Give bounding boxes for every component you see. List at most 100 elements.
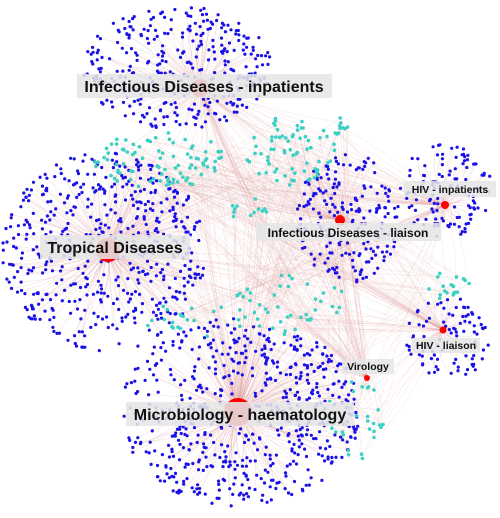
staff-node <box>166 262 170 266</box>
staff-node <box>120 319 124 323</box>
patient-node <box>145 138 150 143</box>
staff-node <box>134 51 138 55</box>
staff-node <box>162 122 166 127</box>
edge <box>193 204 446 321</box>
staff-node <box>207 48 211 52</box>
staff-node <box>126 226 130 231</box>
staff-node <box>97 349 101 353</box>
edge <box>147 140 368 379</box>
staff-node <box>110 158 114 162</box>
staff-node <box>475 332 479 336</box>
patient-node <box>300 119 304 124</box>
staff-node <box>187 107 191 111</box>
staff-node <box>151 373 156 377</box>
staff-node <box>98 226 102 230</box>
staff-node <box>465 158 470 162</box>
staff-node <box>237 33 241 37</box>
staff-node <box>452 326 456 330</box>
staff-node <box>268 485 272 489</box>
edge <box>171 204 446 327</box>
staff-node <box>197 44 201 48</box>
patient-node <box>286 284 291 289</box>
staff-node <box>25 308 29 312</box>
edge <box>177 181 446 206</box>
patient-node <box>288 183 292 187</box>
staff-node <box>167 187 171 191</box>
staff-node <box>283 487 287 491</box>
staff-node <box>192 115 196 119</box>
patient-node <box>171 181 175 185</box>
staff-node <box>315 382 319 386</box>
staff-node <box>157 71 161 75</box>
staff-node <box>213 57 217 61</box>
staff-node <box>78 298 82 302</box>
staff-node <box>471 312 475 316</box>
staff-node <box>454 330 458 334</box>
patient-node <box>109 142 114 146</box>
staff-node <box>372 271 376 275</box>
staff-node <box>142 27 146 31</box>
staff-node <box>332 182 336 186</box>
staff-node <box>380 250 384 254</box>
patient-node <box>136 184 141 189</box>
staff-node <box>128 297 132 301</box>
edge <box>160 157 368 379</box>
staff-node <box>176 48 180 52</box>
edge <box>210 141 341 221</box>
staff-node <box>345 241 350 245</box>
edge <box>199 87 251 216</box>
edge <box>130 179 444 331</box>
staff-node <box>79 317 83 321</box>
staff-node <box>206 343 210 347</box>
staff-node <box>290 449 294 453</box>
edge <box>294 173 446 206</box>
staff-node <box>451 313 455 317</box>
edge <box>339 219 380 426</box>
staff-node <box>31 292 36 296</box>
staff-node <box>172 195 177 199</box>
staff-node <box>33 317 37 321</box>
staff-node <box>321 352 325 356</box>
staff-node <box>125 51 129 55</box>
staff-node <box>376 266 380 270</box>
staff-node <box>468 320 472 324</box>
patient-node <box>181 175 185 179</box>
staff-node <box>481 348 485 352</box>
edge <box>196 158 368 379</box>
staff-node <box>309 252 313 256</box>
edge <box>444 204 471 215</box>
staff-node <box>405 196 409 200</box>
edge <box>274 171 368 379</box>
staff-node <box>179 383 183 387</box>
staff-node <box>347 252 352 256</box>
label-bg-hiv-liaison <box>412 338 480 353</box>
staff-node <box>247 438 251 442</box>
staff-node <box>27 223 32 227</box>
staff-node <box>145 112 149 116</box>
patient-node <box>451 284 456 289</box>
staff-node <box>22 223 26 227</box>
staff-node <box>488 174 492 178</box>
staff-node <box>233 327 237 331</box>
staff-node <box>16 270 20 274</box>
staff-node <box>184 11 188 15</box>
staff-node <box>335 185 339 189</box>
staff-node <box>16 232 21 237</box>
staff-node <box>461 162 465 166</box>
edge <box>207 166 239 413</box>
staff-node <box>245 105 249 109</box>
staff-node <box>160 210 164 214</box>
staff-node <box>267 340 271 344</box>
staff-node <box>154 28 158 32</box>
edge <box>199 87 316 300</box>
edge <box>275 118 444 331</box>
edge <box>315 204 446 311</box>
staff-node <box>340 455 344 459</box>
staff-node <box>269 347 273 352</box>
patient-node <box>338 126 342 131</box>
staff-node <box>292 442 296 446</box>
staff-node <box>162 296 166 300</box>
staff-node <box>268 55 272 59</box>
staff-node <box>213 453 217 457</box>
edge <box>279 137 446 206</box>
